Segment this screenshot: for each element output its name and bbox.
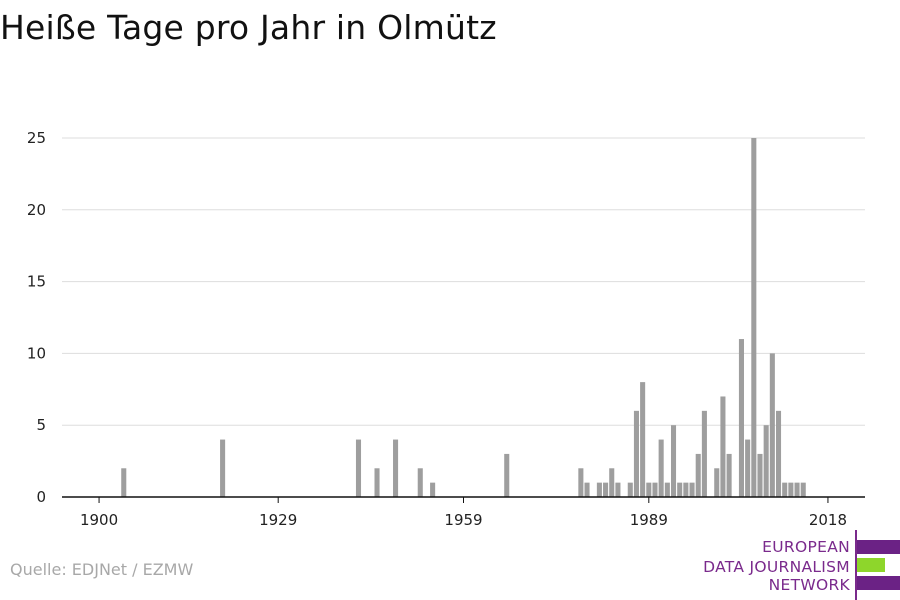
bar — [603, 482, 609, 497]
bar — [504, 453, 510, 497]
bar — [664, 482, 670, 497]
chart-title: Heiße Tage pro Jahr in Olmütz — [0, 8, 497, 47]
x-tick-label: 1900 — [80, 511, 118, 529]
bar — [757, 453, 763, 497]
y-tick-labels: 0 5 10 15 20 25 — [27, 129, 46, 506]
bar — [677, 482, 683, 497]
bar — [627, 482, 633, 497]
bar — [745, 439, 751, 497]
x-tick-label: 1989 — [630, 511, 668, 529]
bar — [788, 482, 794, 497]
bar — [800, 482, 806, 497]
bar — [695, 453, 701, 497]
x-axis — [62, 496, 865, 503]
logo-bar-top — [857, 540, 900, 554]
x-tick-label: 2018 — [809, 511, 847, 529]
bars — [121, 138, 806, 497]
logo-divider — [855, 530, 857, 600]
bar — [615, 482, 621, 497]
bar — [658, 439, 664, 497]
bar — [683, 482, 689, 497]
logo-bar-bottom — [857, 576, 900, 590]
bar — [374, 468, 380, 497]
y-tick-label: 25 — [27, 129, 46, 147]
bar — [220, 439, 226, 497]
y-tick-label: 0 — [36, 488, 46, 506]
bar — [726, 453, 732, 497]
bar — [355, 439, 362, 497]
bar — [701, 410, 707, 497]
bar — [646, 482, 652, 497]
y-tick-label: 10 — [27, 344, 46, 362]
bar — [738, 339, 744, 497]
y-tick-label: 20 — [27, 201, 46, 219]
source-note: Quelle: EDJNet / EZMW — [10, 560, 194, 579]
bar — [596, 482, 602, 497]
bar — [714, 468, 720, 497]
bar — [769, 353, 775, 497]
logo-line-2: DATA JOURNALISM — [703, 558, 850, 576]
bar — [393, 439, 399, 497]
y-tick-label: 5 — [36, 416, 46, 434]
bar — [794, 482, 800, 497]
bar — [670, 425, 677, 497]
x-tick-label: 1959 — [444, 511, 482, 529]
y-tick-label: 15 — [27, 273, 46, 291]
x-tick-label: 1929 — [259, 511, 297, 529]
bar — [763, 425, 769, 497]
bar — [652, 482, 658, 497]
bar — [689, 482, 695, 497]
bar — [121, 468, 127, 497]
bar — [782, 482, 788, 497]
grid-lines — [62, 137, 865, 426]
x-tick-labels: 1900 1929 1959 1989 2018 — [80, 511, 847, 529]
logo-line-1: EUROPEAN — [762, 538, 850, 556]
bar — [578, 468, 584, 497]
bar — [720, 396, 726, 497]
bar — [633, 410, 639, 497]
logo-line-3: NETWORK — [768, 576, 850, 594]
bar — [430, 482, 436, 497]
bar — [417, 468, 423, 497]
edjnet-logo: EUROPEAN DATA JOURNALISM NETWORK — [700, 530, 900, 600]
bar — [609, 468, 615, 497]
logo-bar-middle — [857, 558, 885, 572]
bar — [584, 482, 590, 497]
bar — [640, 382, 646, 497]
bar — [751, 138, 757, 497]
bar — [775, 410, 782, 497]
